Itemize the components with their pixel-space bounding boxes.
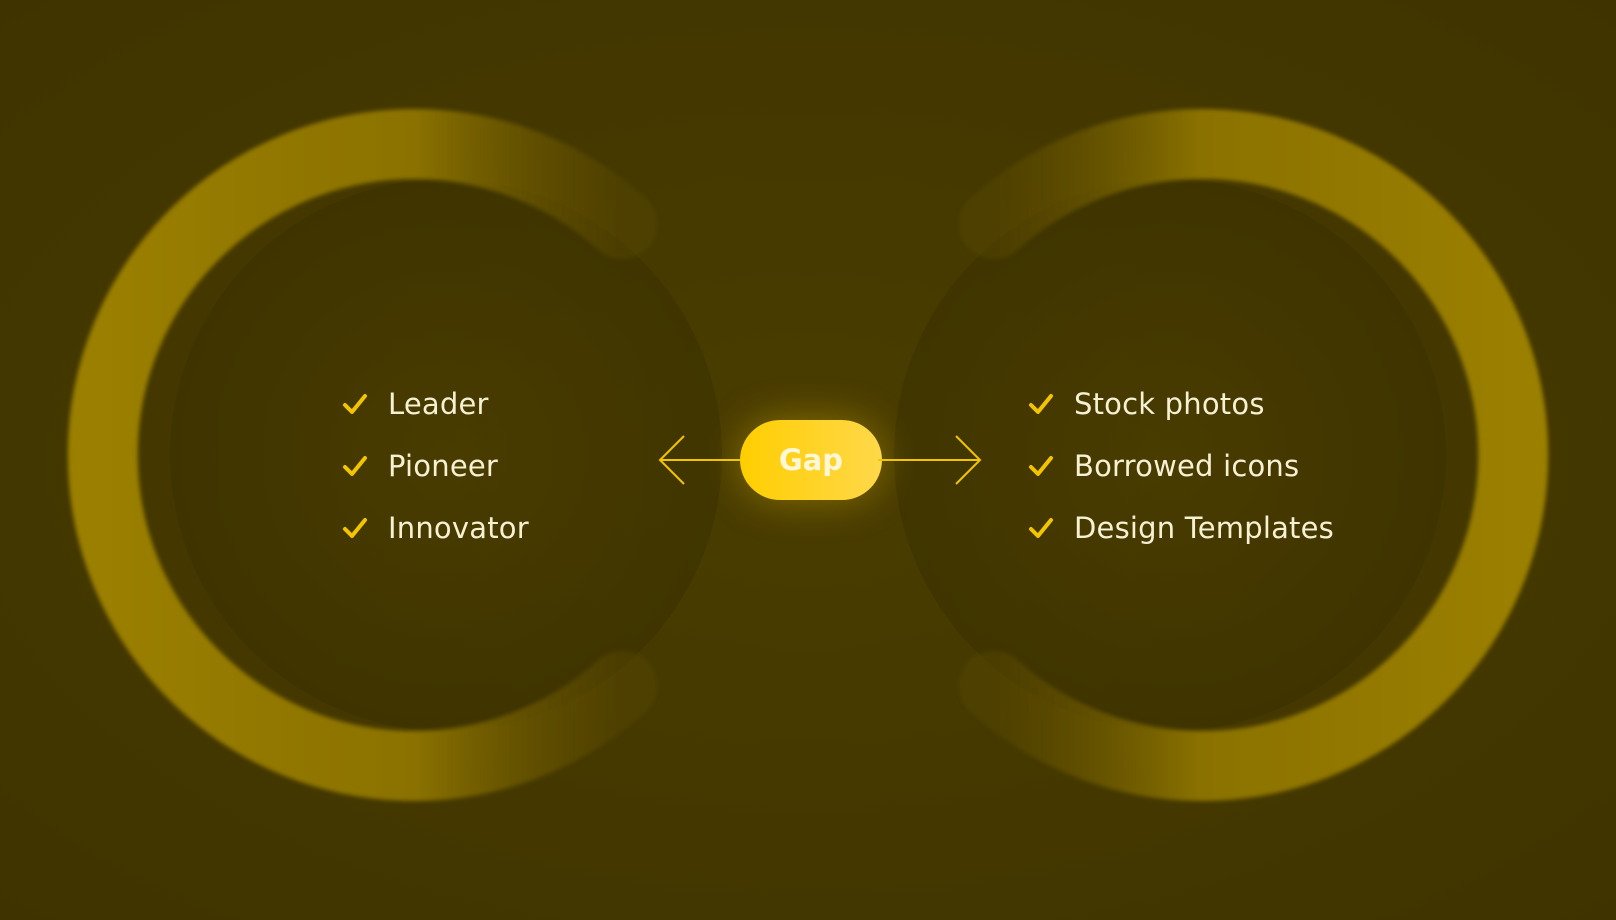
check-icon: [340, 451, 370, 481]
list-item: Innovator: [340, 497, 529, 559]
right-ring: [959, 109, 1549, 801]
left-ring-inner: [170, 179, 722, 731]
list-item: Borrowed icons: [1026, 435, 1334, 497]
arrow-right-icon: [878, 435, 982, 485]
list-item-label: Leader: [388, 387, 489, 421]
check-icon: [1026, 513, 1056, 543]
list-item-label: Innovator: [388, 511, 529, 545]
gap-badge: Gap: [740, 420, 882, 500]
right-ring-inner: [894, 179, 1446, 731]
right-checklist: Stock photos Borrowed icons Design Templ…: [1026, 373, 1334, 559]
check-icon: [1026, 451, 1056, 481]
list-item-label: Pioneer: [388, 449, 499, 483]
check-icon: [340, 513, 370, 543]
list-item: Pioneer: [340, 435, 529, 497]
list-item: Stock photos: [1026, 373, 1334, 435]
check-icon: [1026, 389, 1056, 419]
list-item-label: Design Templates: [1074, 511, 1334, 545]
list-item: Leader: [340, 373, 529, 435]
list-item-label: Borrowed icons: [1074, 449, 1300, 483]
list-item-label: Stock photos: [1074, 387, 1265, 421]
check-icon: [340, 389, 370, 419]
left-checklist: Leader Pioneer Innovator: [340, 373, 529, 559]
left-ring: [67, 109, 657, 801]
list-item: Design Templates: [1026, 497, 1334, 559]
